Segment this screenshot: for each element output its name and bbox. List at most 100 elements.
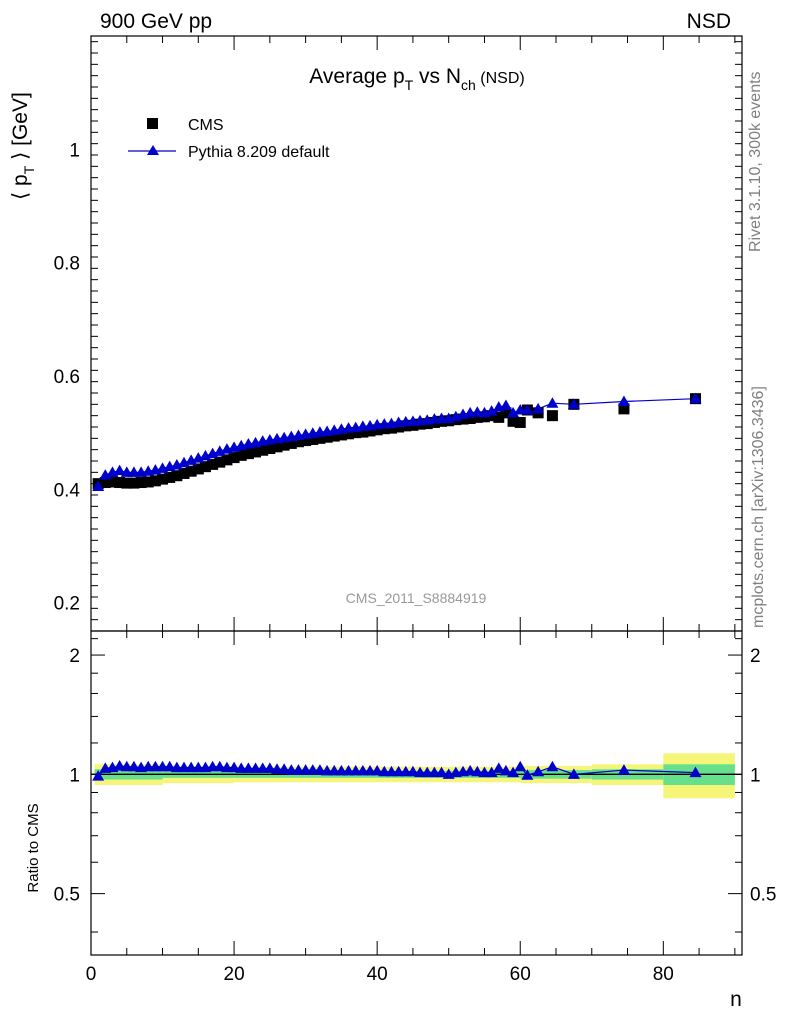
cms-point [343,428,355,440]
pythia-point [617,395,630,406]
cms-point [500,407,512,419]
ratio-pythia-point [485,766,498,778]
cms-point [250,446,262,458]
ratio-pythia-point [464,764,477,776]
cms-point [242,448,254,460]
cms-point [192,463,204,475]
ratio-pythia-point [127,760,140,772]
ratio-pythia-point [471,765,484,777]
cms-point [350,427,362,439]
cms-point [121,477,133,489]
x-tick-label: 0 [86,964,97,985]
main-y-tick-label: 0.6 [54,367,80,388]
ratio-pythia-point [567,768,580,779]
cms-point [114,477,126,489]
x-tick-label: 20 [224,964,245,985]
pythia-point [532,402,545,414]
cms-point [471,411,483,423]
cms-point [228,452,240,464]
x-tick-label: 60 [510,964,531,985]
header-left: 900 GeV pp [100,10,212,33]
cms-point [514,416,526,428]
cms-point [507,415,519,427]
main-panel: 0.2 0.4 0.6 0.8 1 Average pT vs Nch (NSD) ⟨ … [9,35,743,632]
cms-point [128,477,140,489]
pythia-point [507,406,520,418]
x-axis-label: n [730,988,742,1011]
cms-point [300,435,312,447]
main-y-tick-label: 0.4 [54,480,81,501]
cms-point [385,422,397,434]
rivet-version-label: Rivet 3.1.10, 300k events [747,71,764,252]
ratio-pythia-point [92,770,105,781]
cms-point [357,426,369,438]
ratio-pythia-point [113,759,126,771]
cms-point [257,444,269,456]
cms-point [292,436,304,448]
cms-point [214,456,226,468]
ratio-frame [90,630,743,956]
cms-point [618,403,630,415]
cms-point [493,411,505,423]
legend-cms-marker [147,118,158,129]
cms-point [199,461,211,473]
cms-point [142,476,154,488]
ratio-pythia-point [492,762,505,773]
ratio-y-tick-label-right: 2 [750,646,761,667]
ratio-pythia-point [163,760,176,772]
header-right: NSD [687,10,731,33]
cms-point [457,413,469,425]
ratio-y-tick-label: 2 [69,646,80,667]
main-y-tick-label: 1 [69,140,80,161]
ratio-pythia-point [406,765,419,777]
ratio-pythia-point [507,766,520,778]
cms-point [278,439,290,451]
cms-point [235,449,247,461]
chart-title: Average pT vs Nch (NSD) [309,65,524,93]
cms-point [264,443,276,455]
ratio-pythia-point [435,766,448,778]
cms-point [157,473,169,485]
main-y-tick-label: 0.2 [54,594,80,615]
main-y-tick-label: 0.8 [54,254,80,275]
cms-point [221,454,233,466]
ratio-pythia-point [228,761,241,773]
cms-point [285,437,297,449]
cms-point [171,470,183,482]
cms-point [185,465,197,477]
cms-point [464,413,476,424]
ratio-y-tick-label: 1 [69,765,80,786]
x-tick-label: 40 [367,964,388,985]
legend-pythia-marker [147,145,159,155]
cms-point [149,475,161,487]
cms-point [335,429,347,441]
pythia-point [521,404,534,415]
ratio-pythia-point [263,762,276,773]
cms-point [99,477,111,489]
x-tick-label: 80 [653,964,674,985]
ratio-pythia-point [514,760,527,772]
ratio-pythia-point [499,764,512,776]
cms-point [307,433,319,445]
ratio-pythia-point [532,765,545,777]
ratio-y-tick-label: 0.5 [54,885,80,906]
pythia-point [567,398,580,409]
cms-point [371,424,383,436]
analysis-watermark: CMS_2011_S8884919 [346,590,487,606]
ratio-pythia-point [371,764,384,776]
ratio-y-tick-label-right: 0.5 [750,885,776,906]
ratio-tick-labels: 0 20 40 60 80 0.5 0.5 1 1 2 2 [54,646,777,985]
cms-point [314,432,326,444]
mcplots-label: mcplots.cern.ch [arXiv:1306.3436] [750,386,767,628]
ratio-pythia-point [689,766,702,778]
cms-point [486,410,498,422]
ratio-pythia-point [313,764,326,775]
pythia-point [485,405,498,416]
ratio-pythia-point [278,763,291,774]
pythia-point [99,469,112,480]
ratio-data-marks [92,759,702,781]
ratio-y-axis-label: Ratio to CMS [25,803,42,892]
cms-point [321,431,333,443]
main-y-tick-labels: 0.2 0.4 0.6 0.8 1 [54,140,81,614]
